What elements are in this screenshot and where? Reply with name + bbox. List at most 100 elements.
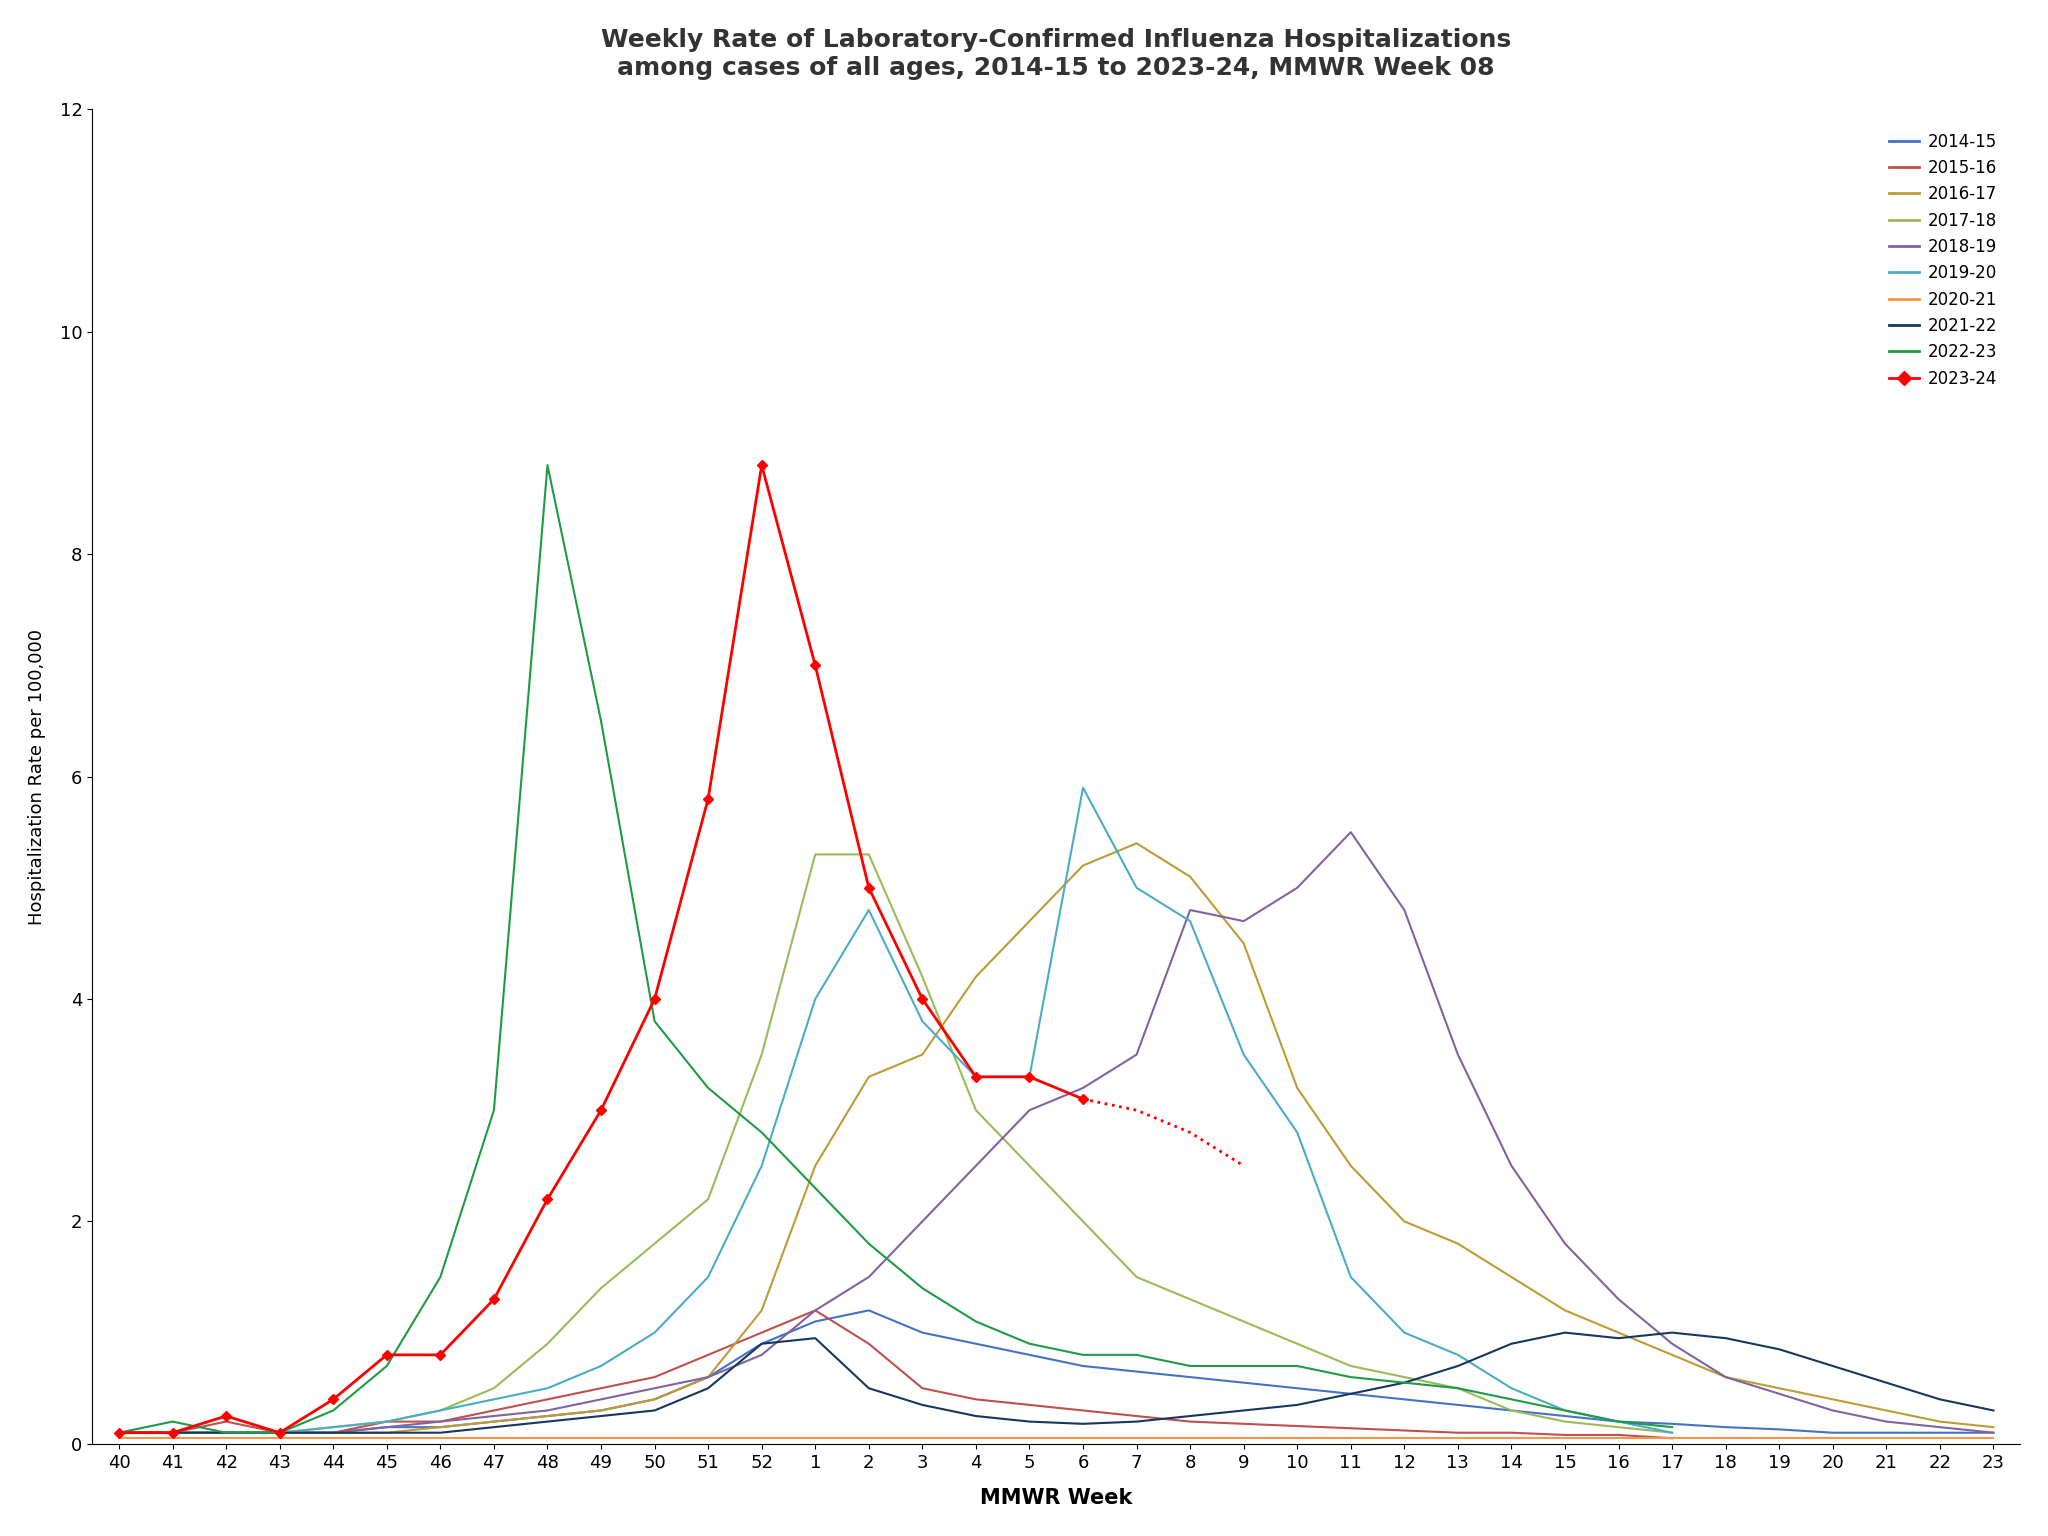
2018-19: [268, 1424, 293, 1442]
2014-15: [1606, 1413, 1630, 1432]
2019-20: [588, 1356, 612, 1375]
2015-16: [856, 1335, 881, 1353]
2018-19: [803, 1301, 827, 1319]
2019-20: [1018, 1068, 1042, 1086]
2015-16: [909, 1379, 934, 1398]
2021-22: [696, 1379, 721, 1398]
2015-16: [1124, 1407, 1149, 1425]
2022-23: [481, 1101, 506, 1120]
2022-23: [213, 1424, 238, 1442]
2016-17: [750, 1301, 774, 1319]
2018-19: [1606, 1290, 1630, 1309]
2015-16: [1606, 1425, 1630, 1444]
2014-15: [965, 1335, 989, 1353]
2014-15: [588, 1401, 612, 1419]
Legend: 2014-15, 2015-16, 2016-17, 2017-18, 2018-19, 2019-20, 2020-21, 2021-22, 2022-23,: 2014-15, 2015-16, 2016-17, 2017-18, 2018…: [1882, 126, 2003, 395]
2018-19: [1874, 1413, 1898, 1432]
2021-22: [535, 1413, 559, 1432]
2023-24: [1071, 1091, 1096, 1109]
2020-21: [1446, 1428, 1470, 1447]
2015-16: [322, 1424, 346, 1442]
2022-23: [1124, 1346, 1149, 1364]
2015-16: [1231, 1415, 1255, 1433]
2014-15: [1552, 1407, 1577, 1425]
2016-17: [535, 1407, 559, 1425]
2023-24: [588, 1101, 612, 1120]
2020-21: [1606, 1428, 1630, 1447]
2015-16: [1178, 1413, 1202, 1432]
2020-21: [588, 1428, 612, 1447]
2017-18: [1659, 1424, 1683, 1442]
2017-18: [106, 1424, 131, 1442]
Line: 2022-23: 2022-23: [119, 465, 1671, 1433]
2018-19: [965, 1157, 989, 1175]
2021-22: [213, 1424, 238, 1442]
2022-23: [1339, 1369, 1364, 1387]
2014-15: [1339, 1384, 1364, 1402]
2019-20: [375, 1413, 399, 1432]
2018-19: [213, 1424, 238, 1442]
2018-19: [1339, 823, 1364, 842]
2020-21: [1767, 1428, 1792, 1447]
2022-23: [428, 1267, 453, 1286]
2023-24: [803, 656, 827, 674]
2019-20: [1284, 1123, 1309, 1141]
2014-15: [803, 1312, 827, 1330]
2017-18: [535, 1335, 559, 1353]
2019-20: [750, 1157, 774, 1175]
2014-15: [1821, 1424, 1845, 1442]
2014-15: [1071, 1356, 1096, 1375]
2021-22: [1874, 1373, 1898, 1392]
2018-19: [481, 1407, 506, 1425]
2014-15: [106, 1424, 131, 1442]
2016-17: [1659, 1346, 1683, 1364]
2019-20: [213, 1424, 238, 1442]
2014-15: [268, 1424, 293, 1442]
2020-21: [1231, 1428, 1255, 1447]
2021-22: [322, 1424, 346, 1442]
2018-19: [588, 1390, 612, 1409]
2019-20: [1552, 1401, 1577, 1419]
2020-21: [803, 1428, 827, 1447]
2022-23: [535, 456, 559, 475]
2014-15: [1927, 1424, 1952, 1442]
2015-16: [965, 1390, 989, 1409]
2014-15: [1659, 1415, 1683, 1433]
2019-20: [643, 1324, 668, 1342]
2016-17: [1339, 1157, 1364, 1175]
2022-23: [856, 1235, 881, 1253]
2016-17: [1446, 1235, 1470, 1253]
2018-19: [1124, 1046, 1149, 1064]
2018-19: [856, 1267, 881, 1286]
2014-15: [1231, 1373, 1255, 1392]
2017-18: [965, 1101, 989, 1120]
2014-15: [750, 1335, 774, 1353]
2021-22: [750, 1335, 774, 1353]
2019-20: [160, 1424, 184, 1442]
2022-23: [106, 1424, 131, 1442]
2014-15: [856, 1301, 881, 1319]
2016-17: [965, 968, 989, 986]
2020-21: [1659, 1428, 1683, 1447]
2015-16: [643, 1369, 668, 1387]
2019-20: [106, 1424, 131, 1442]
2014-15: [1767, 1421, 1792, 1439]
2020-21: [106, 1428, 131, 1447]
2023-24: [750, 456, 774, 475]
2019-20: [1178, 912, 1202, 931]
Y-axis label: Hospitalization Rate per 100,000: Hospitalization Rate per 100,000: [29, 628, 45, 925]
2018-19: [1659, 1335, 1683, 1353]
2014-15: [1178, 1369, 1202, 1387]
Line: 2018-19: 2018-19: [119, 833, 1993, 1433]
2018-19: [1821, 1401, 1845, 1419]
2021-22: [1124, 1413, 1149, 1432]
Line: 2014-15: 2014-15: [119, 1310, 1993, 1433]
2018-19: [535, 1401, 559, 1419]
2016-17: [428, 1418, 453, 1436]
2017-18: [1124, 1267, 1149, 1286]
2021-22: [1714, 1329, 1739, 1347]
2017-18: [856, 845, 881, 863]
Title: Weekly Rate of Laboratory-Confirmed Influenza Hospitalizations
among cases of al: Weekly Rate of Laboratory-Confirmed Infl…: [602, 28, 1511, 80]
2020-21: [1821, 1428, 1845, 1447]
2018-19: [643, 1379, 668, 1398]
